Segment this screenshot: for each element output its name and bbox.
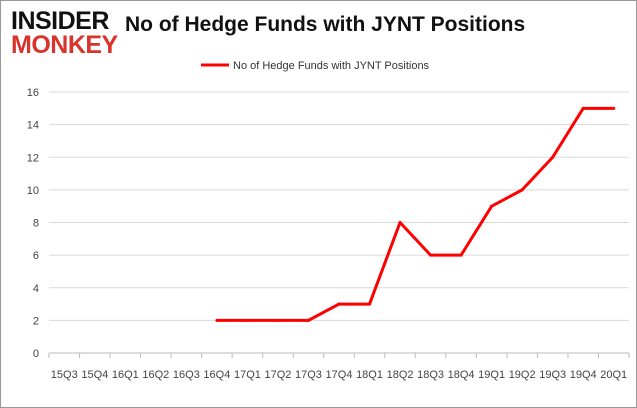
x-tick-label: 17Q4 [326, 369, 353, 381]
insider-monkey-logo: INSIDER MONKEY [11, 7, 121, 59]
chart-title: No of Hedge Funds with JYNT Positions [125, 13, 526, 36]
y-tick-label: 16 [27, 87, 39, 99]
data-point [398, 221, 402, 224]
logo-line1: INSIDER [11, 7, 109, 35]
legend-label: No of Hedge Funds with JYNT Positions [233, 60, 430, 72]
y-tick-label: 8 [33, 218, 39, 230]
data-point [245, 318, 249, 322]
x-tick-label: 15Q3 [51, 369, 78, 381]
x-tick-label: 16Q2 [142, 369, 169, 381]
x-tick-label: 18Q3 [417, 369, 444, 381]
x-tick-label: 16Q3 [173, 369, 200, 381]
data-point [581, 106, 585, 110]
data-point [490, 204, 494, 208]
x-tick-label: 17Q2 [264, 369, 291, 381]
y-tick-label: 0 [33, 348, 39, 360]
x-tick-label: 15Q4 [81, 369, 108, 381]
data-point [520, 188, 524, 192]
x-tick-label: 19Q3 [539, 369, 566, 381]
y-tick-label: 12 [27, 152, 39, 164]
x-tick-label: 19Q2 [509, 369, 536, 381]
x-tick-label: 19Q4 [570, 369, 597, 381]
data-point [276, 318, 280, 322]
x-tick-label: 17Q3 [295, 369, 322, 381]
data-point [612, 106, 616, 110]
x-tick-label: 16Q1 [112, 369, 139, 381]
data-point [429, 253, 433, 257]
y-tick-label: 6 [33, 250, 39, 262]
x-tick-label: 18Q4 [448, 369, 475, 381]
data-point [215, 318, 219, 322]
x-tick-label: 16Q4 [203, 369, 230, 381]
y-tick-label: 4 [33, 283, 39, 295]
x-tick-label: 19Q1 [478, 369, 505, 381]
series-line [216, 106, 614, 322]
data-point [551, 155, 555, 159]
y-tick-label: 14 [27, 120, 39, 132]
data-point [368, 302, 372, 306]
logo-line2: MONKEY [11, 31, 118, 59]
data-point [306, 318, 310, 322]
x-tick-label: 20Q1 [600, 369, 627, 381]
x-tick-label: 18Q2 [387, 369, 414, 381]
x-tick-label: 17Q1 [234, 369, 261, 381]
y-tick-label: 2 [33, 315, 39, 327]
data-point [459, 253, 463, 257]
data-point [337, 302, 341, 306]
y-tick-label: 10 [27, 185, 39, 197]
x-tick-label: 18Q1 [356, 369, 383, 381]
